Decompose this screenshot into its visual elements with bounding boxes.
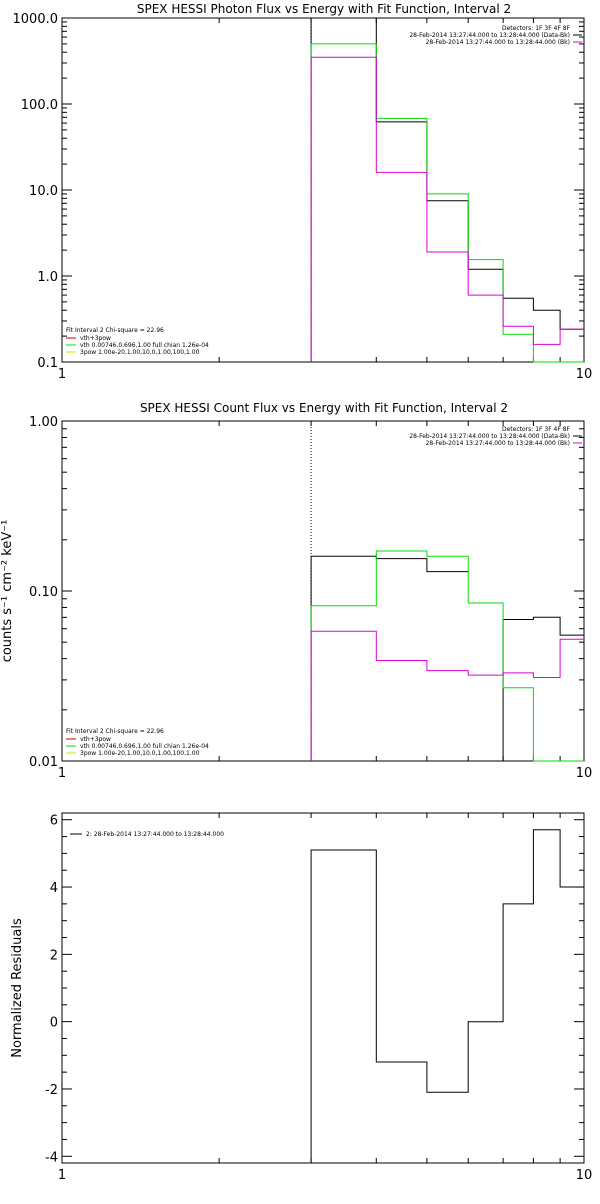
residuals-legend: 2: 28-Feb-2014 13:27:44.000 to 13:28:44.…	[70, 831, 224, 838]
x-tick-label: 1	[58, 1168, 66, 1183]
y-tick-label: 10.0	[29, 184, 58, 199]
photon-flux-title: SPEX HESSI Photon Flux vs Energy with Fi…	[137, 2, 511, 16]
count-flux-ylabel: counts s⁻¹ cm⁻² keV⁻¹	[0, 520, 15, 663]
y-tick-label: 2	[50, 948, 58, 963]
x-tick-label: 10	[576, 1168, 593, 1183]
count-flux-series	[310, 421, 584, 762]
y-tick-label: 0.01	[29, 755, 58, 770]
residuals-ylabel: Normalized Residuals	[10, 918, 25, 1058]
y-tick-label: 1.00	[29, 415, 58, 430]
residuals-ticks: 1 10 -4 -2 0 2 4 6	[45, 813, 592, 1183]
count-flux-legend-heading: Fit Interval 2 Chi-square = 22.96	[66, 728, 164, 735]
photon-flux-panel: SPEX HESSI Photon Flux vs Energy with Fi…	[13, 2, 593, 382]
residuals-series	[310, 829, 584, 1163]
x-tick-label: 1	[58, 367, 66, 382]
count-flux-panel: SPEX HESSI Count Flux vs Energy with Fit…	[0, 401, 592, 781]
y-tick-label: 0.10	[29, 585, 58, 600]
count-flux-legend-entry-1: vth 0.00746,0.696,1.00 full chian 1.26e-…	[80, 743, 209, 750]
count-flux-detectors: Detectors: 1F 3F 4F 8F	[502, 426, 571, 433]
residuals-plot-frame	[61, 812, 585, 1164]
y-tick-label: 4	[50, 881, 58, 896]
y-tick-label: 1.0	[37, 270, 58, 285]
count-flux-interval-bk: 28-Feb-2014 13:27:44.000 to 13:28:44.000…	[426, 440, 570, 447]
series-line	[310, 555, 584, 761]
photon-flux-legend-entry-0: vth+3pow	[80, 335, 111, 342]
x-tick-label: 10	[576, 766, 593, 781]
series-line	[310, 43, 584, 363]
photon-flux-legend-entry-2: 3pow 1.00e-20,1.00,10.0,1.00,100,1.00	[80, 349, 200, 356]
residuals-panel: Normalized Residuals 1 10 -4 -2 0 2 4 6 2: 28-F…	[10, 812, 592, 1183]
series-line	[310, 829, 584, 1163]
y-tick-label: -2	[45, 1083, 58, 1098]
series-line	[310, 17, 584, 362]
series-line	[310, 550, 584, 762]
series-line	[310, 56, 584, 362]
photon-flux-detectors: Detectors: 1F 3F 4F 8F	[502, 25, 571, 32]
count-flux-title: SPEX HESSI Count Flux vs Energy with Fit…	[140, 401, 508, 415]
x-tick-label: 10	[576, 367, 593, 382]
photon-flux-interval-data: 28-Feb-2014 13:27:44.000 to 13:28:44.000…	[409, 32, 570, 39]
count-flux-interval-data: 28-Feb-2014 13:27:44.000 to 13:28:44.000…	[409, 433, 570, 440]
photon-flux-legend-entry-1: vth 0.00746,0.696,1.00 full chian 1.26e-…	[80, 342, 209, 349]
photon-flux-interval-bk: 28-Feb-2014 13:27:44.000 to 13:28:44.000…	[426, 39, 570, 46]
photon-flux-plot-frame	[61, 17, 585, 363]
photon-flux-legend-heading: Fit Interval 2 Chi-square = 22.96	[66, 327, 164, 334]
photon-flux-info: Detectors: 1F 3F 4F 8F 28-Feb-2014 13:27…	[409, 25, 582, 46]
residuals-legend-entry-0: 2: 28-Feb-2014 13:27:44.000 to 13:28:44.…	[86, 831, 224, 838]
y-tick-label: -4	[45, 1150, 58, 1165]
y-tick-label: 0	[50, 1016, 58, 1031]
x-tick-label: 1	[58, 766, 66, 781]
y-tick-label: 100.0	[21, 98, 58, 113]
y-tick-label: 6	[50, 814, 58, 829]
count-flux-legend: Fit Interval 2 Chi-square = 22.96 vth+3p…	[66, 728, 209, 757]
count-flux-plot-frame	[61, 420, 585, 762]
count-flux-legend-entry-0: vth+3pow	[80, 736, 111, 743]
y-tick-label: 0.1	[37, 356, 58, 371]
count-flux-info: Detectors: 1F 3F 4F 8F 28-Feb-2014 13:27…	[409, 426, 582, 447]
y-tick-label: 1000.0	[13, 12, 59, 27]
count-flux-ticks: 1 10 0.01 0.10 1.00	[29, 415, 592, 781]
photon-flux-legend: Fit Interval 2 Chi-square = 22.96 vth+3p…	[66, 327, 209, 356]
photon-flux-series	[310, 17, 584, 363]
series-line	[310, 630, 584, 761]
count-flux-legend-entry-2: 3pow 1.00e-20,1.00,10.0,1.00,100,1.00	[80, 750, 200, 757]
